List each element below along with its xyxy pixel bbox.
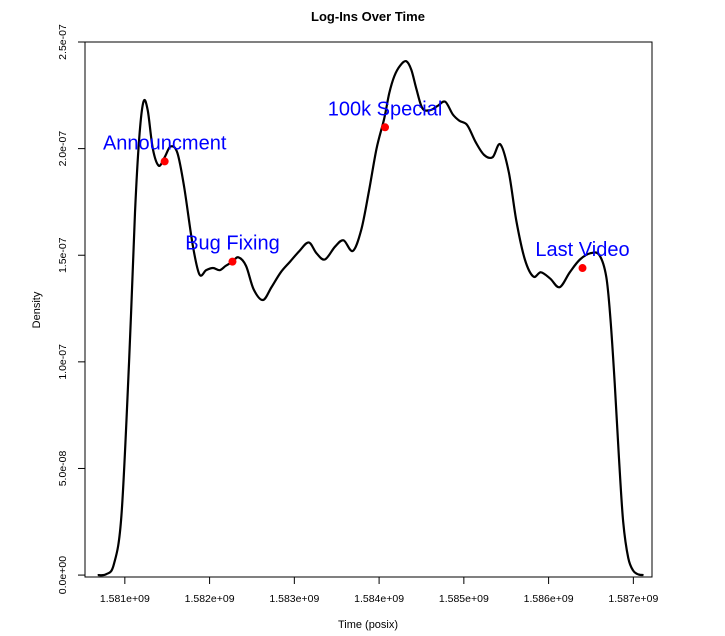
x-tick-label: 1.586e+09 [524, 593, 574, 605]
y-tick-label: 5.0e-08 [57, 451, 69, 487]
annotation-label: Last Video [535, 239, 629, 261]
chart-title: Log-Ins Over Time [311, 9, 425, 24]
y-axis-label: Density [31, 291, 43, 328]
y-axis: 0.0e+00 5.0e-08 1.0e-07 1.5e-07 2.0e-07 2.5e-… [57, 24, 86, 594]
annotation-layer: Announcment Bug Fixing 100k Special Last Vi… [103, 98, 630, 273]
annotation-label: 100k Special [328, 98, 443, 120]
x-tick-label: 1.584e+09 [354, 593, 404, 605]
x-tick-label: 1.582e+09 [185, 593, 235, 605]
annotation-point [381, 123, 390, 132]
x-axis: 1.581e+09 1.582e+09 1.583e+09 1.584e+09 1.58… [100, 576, 658, 605]
y-tick-label: 1.5e-07 [57, 237, 69, 273]
annotation-label: Announcment [103, 132, 227, 154]
x-tick-label: 1.585e+09 [439, 593, 489, 605]
y-tick-label: 1.0e-07 [57, 344, 69, 380]
y-tick-label: 2.5e-07 [57, 24, 69, 60]
annotation-point [578, 264, 587, 273]
annotation-point [160, 157, 169, 166]
x-tick-label: 1.583e+09 [269, 593, 319, 605]
series-layer [97, 59, 644, 577]
x-axis-label: Time (posix) [338, 619, 398, 631]
x-tick-label: 1.581e+09 [100, 593, 150, 605]
x-tick-label: 1.587e+09 [608, 593, 658, 605]
annotation-label: Bug Fixing [185, 233, 280, 255]
density-curve [97, 59, 644, 577]
plot-frame [84, 41, 653, 578]
y-tick-label: 2.0e-07 [57, 131, 69, 167]
annotation-point [228, 257, 237, 266]
y-tick-label: 0.0e+00 [57, 556, 69, 594]
